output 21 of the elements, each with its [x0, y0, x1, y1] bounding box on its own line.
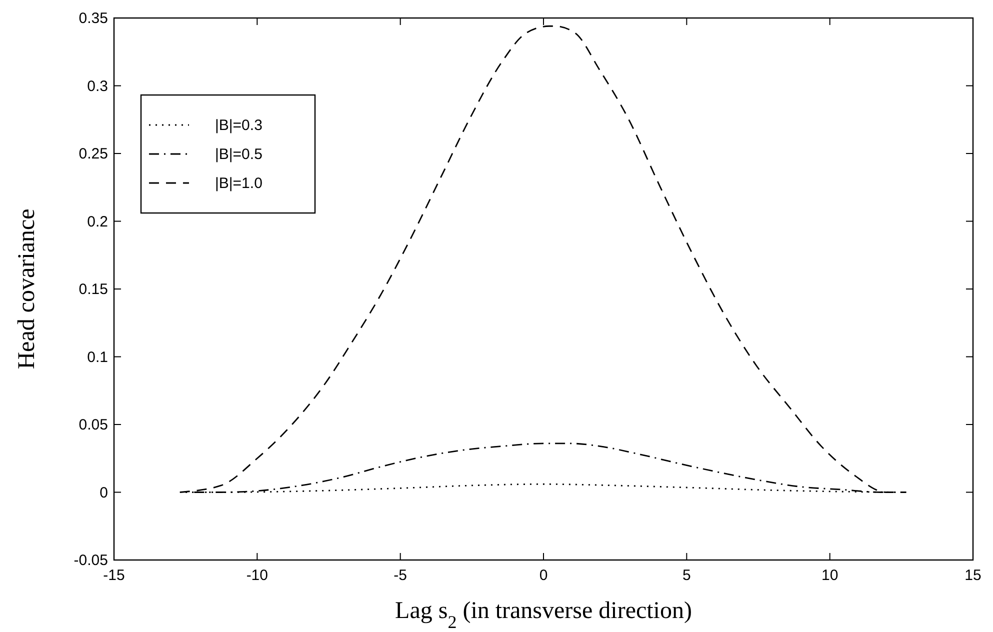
y-tick-label: 0.1 — [87, 348, 108, 366]
legend-label: |B|=0.3 — [215, 117, 262, 134]
x-tick-label: 15 — [964, 567, 982, 584]
x-tick-label: -5 — [394, 567, 408, 584]
x-axis-title: Lag s$_{2}$ (in transverse direction) — [395, 598, 692, 632]
y-tick-label: 0.05 — [78, 416, 108, 434]
y-tick-label: 0.15 — [78, 281, 108, 298]
x-tick-label: -15 — [103, 567, 125, 584]
legend-label: |B|=1.0 — [215, 175, 262, 192]
y-tick-label: 0.25 — [78, 146, 108, 162]
y-tick-label: 0 — [100, 484, 108, 502]
x-tick-label: -10 — [246, 567, 268, 584]
y-tick-label: -0.05 — [74, 552, 108, 569]
y-tick-label: 0.2 — [87, 213, 108, 230]
y-axis-title: Head covariance — [14, 208, 40, 370]
y-tick-label: 0.3 — [87, 78, 108, 95]
legend-label: |B|=0.5 — [215, 146, 262, 163]
x-tick-label: 10 — [821, 567, 838, 584]
x-tick-label: 5 — [682, 567, 691, 584]
y-tick-label: 0.35 — [78, 10, 108, 27]
x-tick-label: 0 — [539, 567, 548, 584]
